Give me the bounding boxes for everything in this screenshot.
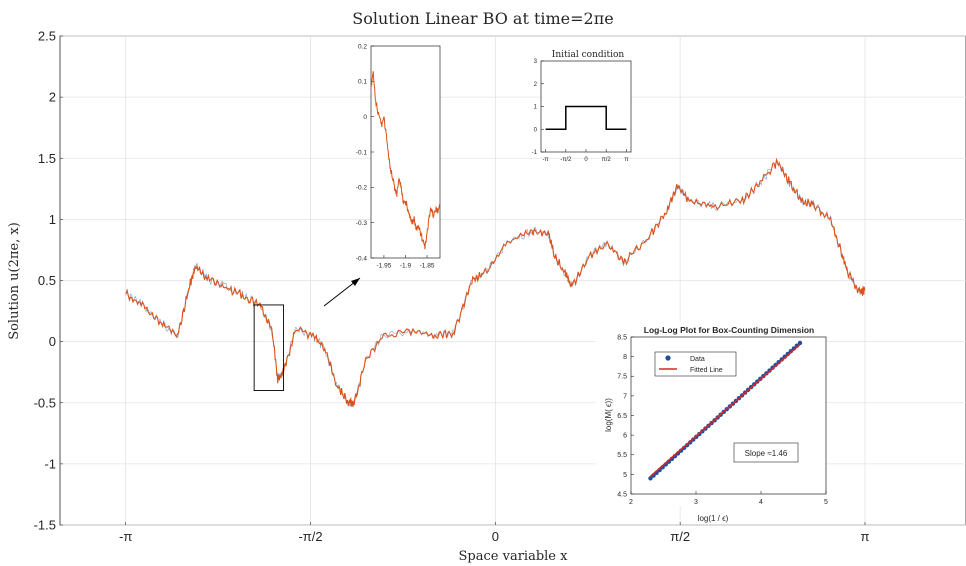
loglog-y-tick-label: 6	[623, 433, 627, 440]
loglog-y-tick-label: 8	[623, 354, 627, 361]
loglog-x-ticks: 2 3 4 5	[629, 491, 828, 506]
loglog-title: Log-Log Plot for Box-Counting Dimension	[644, 325, 814, 335]
zoom-y-tick-label: -0.3	[356, 220, 368, 227]
zoom-y-tick-label: -0.2	[356, 185, 368, 192]
main-series	[125, 157, 866, 408]
ic-y-ticks: -1 0 1 2 3	[532, 59, 544, 156]
main-y-tick-label: 2	[49, 90, 56, 105]
main-x-tick-label: π/2	[670, 529, 690, 544]
loglog-y-tick-label: 5.5	[617, 452, 627, 459]
ic-x-tick-label: π/2	[602, 157, 612, 163]
loglog-y-tick-label: 8.5	[617, 334, 627, 341]
ic-y-tick-label: 3	[534, 59, 538, 65]
zoom-x-tick-label: -1.85	[420, 263, 435, 270]
loglog-y-label: log(M( ϵ))	[604, 398, 613, 432]
legend-fitted-line-label: Fitted Line	[690, 367, 723, 374]
ic-x-tick-label: -π/2	[560, 157, 572, 163]
main-y-tick-label: 1	[49, 212, 56, 227]
main-x-ticks: -π -π/2 0 π/2 π	[119, 522, 870, 544]
main-y-tick-label: 0	[49, 334, 56, 349]
loglog-x-label: log(1 / ϵ)	[698, 514, 729, 523]
main-y-tick-label: -0.5	[34, 395, 56, 410]
loglog-y-tick-label: 7	[623, 393, 627, 400]
loglog-series	[648, 340, 803, 481]
main-y-ticks: -1.5 -1 -0.5 0 0.5 1 1.5 2 2.5	[34, 29, 63, 533]
loglog-x-tick-label: 5	[824, 499, 828, 506]
main-x-tick-label: -π	[119, 529, 132, 544]
ic-series-line	[545, 105, 627, 130]
zoom-x-ticks: -1.95 -1.9 -1.85	[377, 255, 435, 270]
loglog-data-point	[648, 476, 653, 481]
main-x-tick-label: -π/2	[298, 529, 322, 544]
loglog-x-tick-label: 4	[759, 499, 763, 506]
loglog-y-tick-label: 4.5	[617, 491, 627, 498]
zoom-inset: -1.95 -1.9 -1.85 -0.4 -0.3 -0.2 -0.1 0 0.1 0.2	[356, 43, 441, 270]
main-x-label: Space variable x	[459, 549, 569, 564]
zoom-x-tick-label: -1.95	[377, 263, 392, 270]
loglog-data-point	[797, 340, 803, 346]
main-y-tick-label: 0.5	[38, 273, 56, 288]
slope-annotation: Slope ≈1.46	[745, 449, 788, 458]
main-y-tick-label: -1	[44, 456, 56, 471]
ic-y-tick-label: 1	[534, 105, 538, 111]
loglog-y-ticks: 4.5 5 5.5 6 6.5 7 7.5 8 8.5	[617, 334, 634, 498]
loglog-y-tick-label: 7.5	[617, 374, 627, 381]
ic-y-tick-label: -1	[532, 150, 538, 156]
ic-y-tick-label: 0	[534, 127, 538, 133]
ic-title: Initial condition	[552, 50, 625, 60]
loglog-inset: 2 3 4 5 4.5 5 5.5 6 6.5 7 7.5 8 8.5 Log-Log Plot fo…	[596, 322, 828, 523]
zoom-series	[370, 71, 441, 250]
zoom-x-tick-label: -1.9	[400, 263, 412, 270]
main-y-tick-label: 2.5	[38, 29, 56, 44]
zoom-y-ticks: -0.4 -0.3 -0.2 -0.1 0 0.1 0.2	[356, 43, 374, 262]
initial-condition-inset: -π -π/2 0 π/2 π -1 0 1 2 3 Initial condition	[532, 50, 632, 163]
main-chart: -π -π/2 0 π/2 π -1.5 -1 -0.5 0 0.5 1 1.5 2 2.5 Solut…	[7, 9, 966, 564]
legend-data-label: Data	[690, 356, 705, 363]
loglog-y-tick-label: 6.5	[617, 413, 627, 420]
legend-data-marker	[665, 355, 671, 361]
ic-series	[545, 105, 627, 130]
ic-x-tick-label: -π	[543, 157, 549, 163]
main-series-line	[125, 157, 866, 407]
loglog-x-tick-label: 2	[629, 499, 633, 506]
zoom-plot-area	[370, 45, 441, 259]
zoom-box	[253, 304, 285, 391]
ic-y-tick-label: 2	[534, 82, 538, 88]
zoom-y-tick-label: 0.1	[358, 79, 367, 86]
main-y-tick-label: 1.5	[38, 151, 56, 166]
loglog-fitted-line	[649, 343, 801, 477]
loglog-legend: Data Fitted Line	[654, 351, 737, 377]
zoom-y-tick-label: 0	[363, 114, 367, 121]
slope-annotation-box	[733, 442, 799, 463]
loglog-x-tick-label: 3	[694, 499, 698, 506]
main-y-label: Solution u(2πe, x)	[7, 222, 22, 340]
zoom-series-line	[370, 71, 441, 250]
main-title: Solution Linear BO at time=2πe	[352, 9, 613, 28]
zoom-y-tick-label: 0.2	[358, 43, 367, 50]
zoom-arrow-head	[351, 278, 360, 286]
main-y-tick-label: -1.5	[34, 518, 56, 533]
ic-x-tick-label: π	[624, 157, 628, 163]
zoom-y-tick-label: -0.1	[356, 149, 368, 156]
loglog-y-tick-label: 5	[623, 472, 627, 479]
ic-x-tick-label: 0	[584, 157, 588, 163]
main-x-tick-label: π	[861, 529, 870, 544]
ic-x-ticks: -π -π/2 0 π/2 π	[543, 149, 628, 163]
zoom-y-tick-label: -0.4	[356, 255, 368, 262]
main-x-tick-label: 0	[492, 529, 499, 544]
